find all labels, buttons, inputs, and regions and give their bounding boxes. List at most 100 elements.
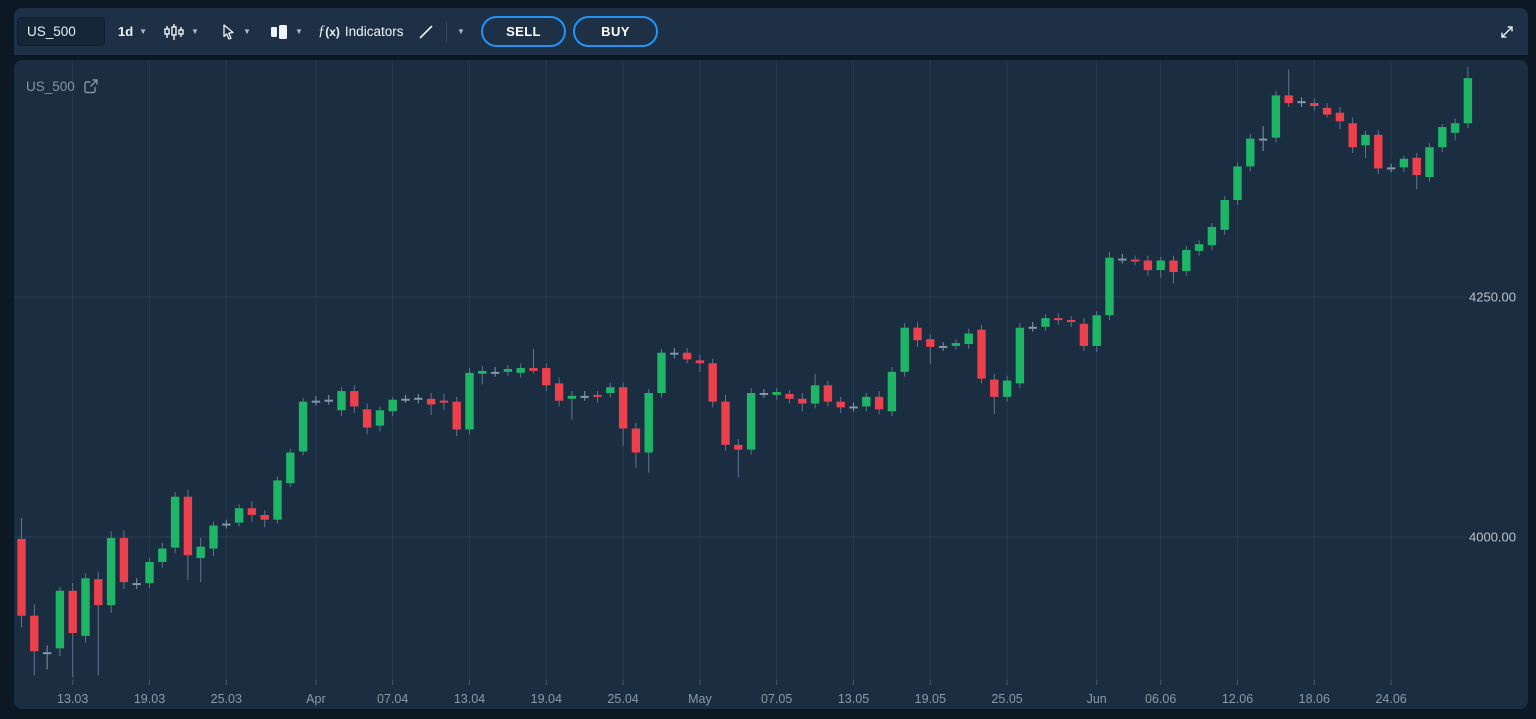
- candle-23.03: [196, 537, 205, 583]
- candle-16.05: [887, 367, 897, 417]
- candle-13.04: [465, 368, 474, 435]
- collapse-diagonal-icon: [1501, 25, 1513, 38]
- candle-24.03: [209, 521, 218, 557]
- candle-26.03: [234, 504, 244, 527]
- candle-30.04: [682, 347, 692, 364]
- candle-08.06: [1182, 246, 1191, 276]
- chart-symbol-chip[interactable]: US_500: [26, 78, 99, 94]
- layout-icon: [270, 23, 289, 41]
- candle-11.03: [42, 645, 52, 670]
- candle-28.03: [260, 510, 269, 528]
- svg-text:24.06: 24.06: [1375, 692, 1406, 706]
- candle-11.05: [823, 380, 833, 407]
- chart-type-dropdown[interactable]: ▼: [164, 8, 199, 55]
- candle-21.04: [567, 391, 577, 420]
- fx-icon: ƒ: [318, 23, 326, 39]
- candle-19.04: [542, 363, 551, 392]
- candle-20.05: [938, 342, 948, 351]
- candle-12.03: [55, 586, 65, 657]
- indicators-label: Indicators: [344, 24, 404, 39]
- candle-03.05: [721, 394, 730, 451]
- svg-text:Apr: Apr: [306, 692, 325, 706]
- chart-symbol-label: US_500: [26, 78, 75, 94]
- candle-05.06: [1143, 255, 1153, 276]
- chevron-down-icon: ▼: [295, 27, 303, 36]
- candle-02.05: [708, 358, 717, 408]
- candle-16.03: [106, 531, 116, 613]
- candle-17.06: [1297, 97, 1306, 107]
- candle-12.06: [1233, 162, 1242, 205]
- candle-28.05: [1041, 314, 1050, 331]
- candle-07.04: [388, 396, 397, 417]
- candle-29.06: [1450, 118, 1460, 141]
- chevron-down-icon: ▼: [243, 27, 251, 36]
- candle-26.06: [1412, 153, 1421, 190]
- chart-panel: US_500 13.03 19.03 25.03 Apr 07.04 13.04 19.04…: [14, 60, 1528, 709]
- candle-18.06: [1310, 98, 1319, 111]
- candle-20.04: [554, 377, 564, 407]
- candle-21.05: [951, 339, 961, 350]
- candle-27.06: [1425, 143, 1434, 182]
- svg-text:13.04: 13.04: [454, 692, 485, 706]
- svg-text:07.05: 07.05: [761, 692, 792, 706]
- candle-19.03: [145, 558, 154, 588]
- indicators-button[interactable]: ƒ (x) Indicators: [318, 23, 404, 39]
- candle-14.03: [81, 573, 90, 643]
- layout-dropdown[interactable]: ▼: [270, 8, 303, 55]
- candle-18.03: [132, 578, 141, 589]
- svg-text:4000.00: 4000.00: [1469, 530, 1516, 545]
- candle-04.04: [350, 385, 359, 414]
- candle-21.06: [1348, 117, 1357, 153]
- candle-27.04: [644, 389, 653, 473]
- candle-30.03: [286, 448, 295, 488]
- candle-30.06: [1463, 66, 1473, 129]
- svg-text:25.04: 25.04: [607, 692, 638, 706]
- candle-23.04: [593, 391, 602, 403]
- candle-12.05: [836, 396, 845, 414]
- svg-text:18.06: 18.06: [1299, 692, 1330, 706]
- candle-18.05: [913, 321, 922, 347]
- candle-05.04: [362, 403, 372, 435]
- candle-02.06: [1105, 251, 1114, 321]
- candle-25.05: [1002, 375, 1012, 402]
- candle-25.04: [618, 382, 628, 446]
- svg-text:12.06: 12.06: [1222, 692, 1253, 706]
- external-link-icon: [83, 78, 99, 94]
- sell-button[interactable]: SELL: [481, 16, 566, 47]
- candle-01.06: [1092, 311, 1101, 352]
- candle-22.03: [183, 489, 193, 581]
- candle-19.05: [926, 334, 935, 365]
- chevron-down-icon: ▼: [139, 27, 148, 36]
- candle-21.03: [170, 491, 180, 554]
- candle-14.05: [862, 393, 871, 412]
- trend-line-icon[interactable]: [414, 20, 438, 44]
- candle-13.05: [849, 402, 858, 412]
- candle-18.04: [529, 348, 538, 374]
- candle-15.03: [94, 571, 103, 676]
- candle-17.03: [119, 530, 129, 589]
- candle-17.04: [516, 363, 525, 378]
- candle-02.04: [324, 394, 333, 405]
- candle-26.04: [631, 422, 641, 468]
- cursor-tool-dropdown[interactable]: ▼: [220, 8, 251, 55]
- svg-text:25.05: 25.05: [991, 692, 1022, 706]
- candle-14.06: [1258, 126, 1268, 152]
- chevron-down-icon[interactable]: ▼: [457, 27, 465, 36]
- svg-text:19.05: 19.05: [915, 692, 946, 706]
- candle-27.05: [1028, 321, 1037, 332]
- candle-04.06: [1130, 255, 1140, 266]
- candle-29.04: [670, 347, 679, 359]
- candle-29.03: [273, 476, 282, 524]
- candle-13.03: [68, 583, 77, 678]
- timeframe-dropdown[interactable]: 1d ▼: [118, 8, 147, 55]
- candle-07.05: [772, 388, 781, 400]
- svg-text:Jun: Jun: [1087, 692, 1107, 706]
- buy-button[interactable]: BUY: [573, 16, 658, 47]
- price-chart[interactable]: 13.03 19.03 25.03 Apr 07.04 13.04 19.04 25.04 Ma…: [14, 60, 1528, 709]
- candle-28.04: [657, 348, 666, 398]
- svg-text:07.04: 07.04: [377, 692, 408, 706]
- symbol-input[interactable]: [17, 17, 105, 46]
- collapse-chart-button[interactable]: [1498, 8, 1516, 55]
- candle-15.06: [1271, 90, 1281, 143]
- chevron-down-icon: ▼: [191, 27, 199, 36]
